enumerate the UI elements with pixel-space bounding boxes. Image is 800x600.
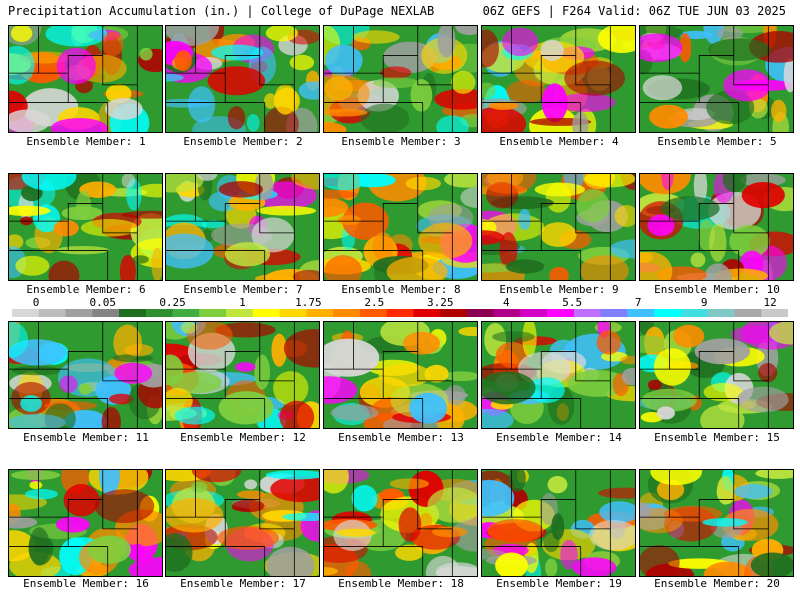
- ensemble-member-map: [323, 173, 478, 281]
- colorbar-tick-label: 1.75: [295, 296, 322, 309]
- colorbar-tick-label: 3.25: [427, 296, 454, 309]
- ensemble-member-label: Ensemble Member: 12: [180, 431, 306, 444]
- ensemble-member-map: [8, 321, 163, 429]
- colorbar-swatch: [38, 309, 67, 317]
- ensemble-member-label: Ensemble Member: 4: [499, 135, 619, 148]
- colorbar-swatch: [92, 309, 120, 317]
- colorbar-swatch: [734, 309, 762, 317]
- ensemble-member-label: Ensemble Member: 18: [338, 577, 464, 590]
- colorbar-swatch: [440, 309, 468, 317]
- ensemble-member-map: [8, 469, 163, 577]
- ensemble-member-label: Ensemble Member: 14: [496, 431, 622, 444]
- colorbar-swatch: [466, 309, 495, 317]
- ensemble-member-label: Ensemble Member: 7: [183, 283, 303, 296]
- ensemble-member-label: Ensemble Member: 10: [654, 283, 780, 296]
- ensemble-member-label: Ensemble Member: 19: [496, 577, 622, 590]
- ensemble-member-label: Ensemble Member: 1: [26, 135, 146, 148]
- colorbar-tick-label: 12: [763, 296, 777, 309]
- ensemble-member-map: [639, 173, 794, 281]
- colorbar-swatch: [761, 309, 788, 317]
- colorbar-swatch: [520, 309, 548, 317]
- colorbar-swatch: [199, 309, 227, 317]
- colorbar-swatch: [386, 309, 414, 317]
- ensemble-member-map: [165, 173, 320, 281]
- colorbar-tick-label: 7: [634, 296, 642, 309]
- colorbar-swatch: [680, 309, 709, 317]
- ensemble-member-label: Ensemble Member: 3: [341, 135, 461, 148]
- model-run-label: 06Z GEFS | F264 Valid: 06Z TUE JUN 03 20…: [482, 4, 786, 18]
- ensemble-member-map: [481, 173, 636, 281]
- ensemble-member-map: [481, 25, 636, 133]
- ensemble-member-label: Ensemble Member: 17: [180, 577, 306, 590]
- ensemble-member-label: Ensemble Member: 6: [26, 283, 146, 296]
- colorbar-swatch: [600, 309, 628, 317]
- ensemble-member-label: Ensemble Member: 9: [499, 283, 619, 296]
- ensemble-member-map: [165, 469, 320, 577]
- ensemble-member-map: [165, 321, 320, 429]
- ensemble-member-map: [323, 469, 478, 577]
- colorbar-swatch: [12, 309, 40, 317]
- colorbar-swatch: [65, 309, 93, 317]
- colorbar-tick-label: 9: [700, 296, 708, 309]
- colorbar-tick-label: 1: [239, 296, 246, 309]
- ensemble-member-map: [165, 25, 320, 133]
- ensemble-member-label: Ensemble Member: 11: [23, 431, 149, 444]
- colorbar-tick-label: 5.5: [562, 296, 583, 309]
- colorbar-swatch: [359, 309, 388, 317]
- ensemble-member-map: [323, 25, 478, 133]
- colorbar-swatch: [573, 309, 602, 317]
- ensemble-member-map: [323, 321, 478, 429]
- ensemble-member-label: Ensemble Member: 16: [23, 577, 149, 590]
- colorbar-swatch: [145, 309, 174, 317]
- colorbar-swatch: [654, 309, 682, 317]
- colorbar-swatch: [333, 309, 361, 317]
- ensemble-member-map: [639, 25, 794, 133]
- ensemble-member-label: Ensemble Member: 5: [657, 135, 777, 148]
- colorbar-swatch: [547, 309, 575, 317]
- ensemble-member-map: [8, 173, 163, 281]
- ensemble-member-map: [8, 25, 163, 133]
- colorbar-swatch: [306, 309, 334, 317]
- colorbar-tick-label: 4: [502, 296, 510, 309]
- colorbar-tick-label: 2.5: [364, 296, 385, 309]
- chart-title: Precipitation Accumulation (in.) | Colle…: [8, 4, 435, 18]
- colorbar-swatch: [493, 309, 521, 317]
- ensemble-member-label: Ensemble Member: 13: [338, 431, 464, 444]
- ensemble-member-map: [639, 469, 794, 577]
- ensemble-member-label: Ensemble Member: 15: [654, 431, 780, 444]
- ensemble-member-map: [639, 321, 794, 429]
- colorbar-tick-label: 0.05: [89, 296, 116, 309]
- ensemble-member-label: Ensemble Member: 20: [654, 577, 780, 590]
- precip-colorbar: [12, 309, 788, 317]
- colorbar-tick-label: 0: [32, 296, 40, 309]
- ensemble-member-label: Ensemble Member: 8: [341, 283, 461, 296]
- colorbar-swatch: [172, 309, 200, 317]
- colorbar-swatch: [119, 309, 147, 317]
- colorbar-swatch: [252, 309, 281, 317]
- ensemble-member-label: Ensemble Member: 2: [183, 135, 303, 148]
- colorbar-swatch: [279, 309, 307, 317]
- colorbar-swatch: [413, 309, 441, 317]
- ensemble-member-map: [481, 321, 636, 429]
- colorbar-swatch: [627, 309, 655, 317]
- ensemble-member-map: [481, 469, 636, 577]
- colorbar-tick-label: 0.25: [159, 296, 186, 309]
- colorbar-swatch: [226, 309, 254, 317]
- colorbar-swatch: [707, 309, 735, 317]
